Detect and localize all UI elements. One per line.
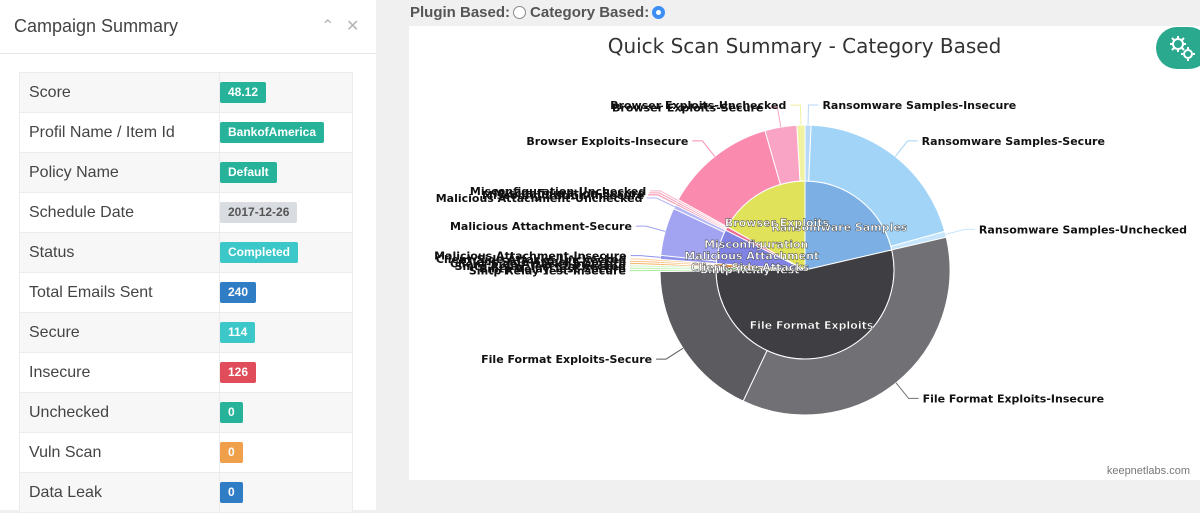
outer-connector-0 — [808, 105, 818, 125]
summary-value-cell: Completed — [220, 233, 353, 273]
summary-value-badge: 114 — [220, 322, 255, 343]
summary-value-badge: BankofAmerica — [220, 122, 324, 143]
chevron-up-icon[interactable]: ⌃ — [321, 16, 334, 36]
inner-label-4: Malicious Attachment — [684, 249, 819, 262]
summary-value-badge: 0 — [220, 402, 243, 423]
category-pie-chart: Quick Scan Summary - Category Based Ranso… — [409, 26, 1200, 480]
summary-value-cell: BankofAmerica — [220, 113, 353, 153]
chart-title: Quick Scan Summary - Category Based — [608, 34, 1002, 58]
inner-label-6: Browser Exploits — [725, 216, 830, 229]
summary-key: Profil Name / Item Id — [20, 113, 220, 153]
outer-connector-2 — [946, 229, 975, 234]
settings-button[interactable] — [1156, 27, 1200, 69]
summary-value-cell: 48.12 — [220, 73, 353, 113]
summary-value-badge: 0 — [220, 442, 243, 463]
inner-label-3: Client-Side Attacks — [691, 261, 810, 274]
outer-label-0: Ransomware Samples-Insecure — [822, 99, 1016, 112]
panel-title: Campaign Summary — [14, 16, 178, 37]
summary-value-cell: 0 — [220, 433, 353, 473]
summary-value-cell: 2017-12-26 — [220, 193, 353, 233]
summary-value-cell: 240 — [220, 273, 353, 313]
outer-label-17: Browser Exploits-Insecure — [526, 135, 688, 148]
summary-key: Insecure — [20, 353, 220, 393]
outer-connector-19 — [790, 105, 801, 125]
settings-gears-icon — [1156, 27, 1200, 69]
outer-connector-1 — [895, 141, 917, 157]
category-based-label: Category Based: — [530, 4, 649, 21]
summary-value-badge: 126 — [220, 362, 256, 383]
outer-connector-12 — [636, 226, 665, 231]
outer-connector-3 — [896, 383, 919, 399]
summary-value-cell: 0 — [220, 393, 353, 433]
summary-key: Secure — [20, 313, 220, 353]
outer-label-3: File Format Exploits-Insecure — [923, 392, 1105, 405]
summary-value-cell: 126 — [220, 353, 353, 393]
inner-label-1: File Format Exploits — [750, 319, 874, 332]
summary-key: Schedule Date — [20, 193, 220, 233]
close-icon[interactable]: ✕ — [346, 16, 359, 36]
chart-card: Quick Scan Summary - Category Based Ranso… — [409, 26, 1200, 480]
summary-value-badge: Default — [220, 162, 277, 183]
summary-key: Unchecked — [20, 393, 220, 433]
outer-label-2: Ransomware Samples-Unchecked — [979, 223, 1187, 236]
outer-label-16: Misconfiguration-Unchecked — [470, 185, 646, 198]
panel-header: Campaign Summary ⌃ ✕ — [0, 0, 376, 54]
summary-key: Data Leak — [20, 473, 220, 513]
summary-value-cell: Default — [220, 153, 353, 193]
outer-connector-4 — [656, 348, 683, 359]
summary-value-cell: 114 — [220, 313, 353, 353]
mode-selector: Plugin Based: Category Based: — [410, 2, 669, 22]
outer-label-19: Browser Exploits-Unchecked — [610, 99, 786, 112]
summary-key: Policy Name — [20, 153, 220, 193]
summary-value-badge: 48.12 — [220, 82, 266, 103]
summary-key: Score — [20, 73, 220, 113]
summary-value-badge: 240 — [220, 282, 256, 303]
outer-connector-11 — [631, 256, 661, 258]
outer-label-12: Malicious Attachment-Secure — [450, 220, 632, 233]
summary-value-cell: 0 — [220, 473, 353, 513]
summary-value-badge: 0 — [220, 482, 243, 503]
outer-connector-10 — [630, 259, 660, 260]
summary-value-badge: 2017-12-26 — [220, 202, 297, 223]
plugin-based-label: Plugin Based: — [410, 4, 510, 21]
plugin-based-radio[interactable] — [513, 6, 526, 19]
outer-label-1: Ransomware Samples-Secure — [922, 135, 1105, 148]
outer-label-11: Malicious Attachment-Insecure — [434, 250, 627, 263]
summary-key: Status — [20, 233, 220, 273]
summary-key: Total Emails Sent — [20, 273, 220, 313]
inner-label-5: Misconfiguration — [704, 238, 808, 251]
chart-credits[interactable]: keepnetlabs.com — [1107, 465, 1190, 477]
summary-key: Vuln Scan — [20, 433, 220, 473]
outer-connector-9 — [630, 261, 660, 262]
summary-value-badge: Completed — [220, 242, 298, 263]
outer-connector-8 — [630, 264, 660, 265]
outer-label-4: File Format Exploits-Secure — [481, 353, 652, 366]
category-based-radio[interactable] — [652, 6, 665, 19]
outer-connector-17 — [692, 141, 714, 157]
